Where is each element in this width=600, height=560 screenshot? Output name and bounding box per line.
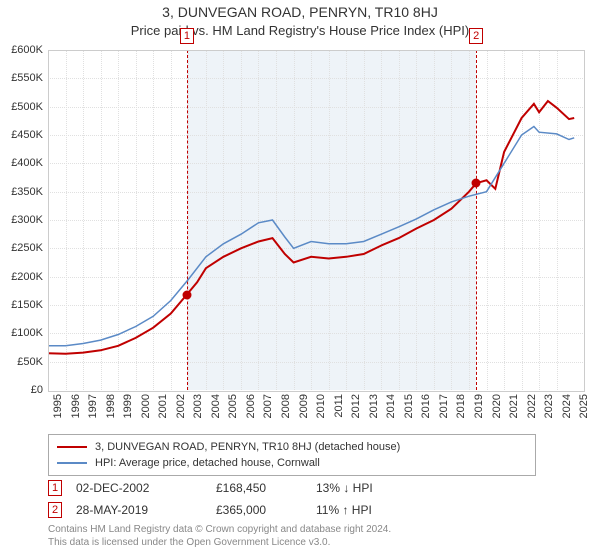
ytick-label: £0 [31,384,43,396]
chart-plot-area: £0£50K£100K£150K£200K£250K£300K£350K£400… [48,50,583,390]
ytick-label: £200K [11,271,43,283]
sale-marker-box: 1 [180,28,194,44]
legend-swatch-1 [57,446,87,448]
xtick-label: 2006 [245,394,257,418]
xtick-label: 2005 [227,394,239,418]
legend-label-1: 3, DUNVEGAN ROAD, PENRYN, TR10 8HJ (deta… [95,441,400,453]
xtick-label: 2021 [508,394,520,418]
sale-delta-hpi: 11% ↑ HPI [316,503,416,517]
xtick-label: 2004 [210,394,222,418]
xtick-label: 2009 [298,394,310,418]
chart-title-address: 3, DUNVEGAN ROAD, PENRYN, TR10 8HJ [0,0,600,20]
sale-price: £365,000 [216,503,316,517]
xtick-label: 2001 [157,394,169,418]
xtick-label: 2024 [561,394,573,418]
plot-border [48,50,585,392]
sale-date: 28-MAY-2019 [76,503,216,517]
xtick-label: 1997 [87,394,99,418]
ytick-label: £300K [11,214,43,226]
sale-marker-box: 2 [469,28,483,44]
chart-title-sub: Price paid vs. HM Land Registry's House … [0,20,600,44]
xtick-label: 1999 [122,394,134,418]
xtick-label: 2020 [491,394,503,418]
sale-date: 02-DEC-2002 [76,481,216,495]
ytick-label: £150K [11,299,43,311]
legend-item-1: 3, DUNVEGAN ROAD, PENRYN, TR10 8HJ (deta… [57,439,527,455]
sale-price: £168,450 [216,481,316,495]
xtick-label: 2000 [140,394,152,418]
footnote: Contains HM Land Registry data © Crown c… [48,524,568,549]
sale-delta-hpi: 13% ↓ HPI [316,481,416,495]
xtick-label: 2010 [315,394,327,418]
xtick-label: 2008 [280,394,292,418]
xtick-label: 2023 [543,394,555,418]
xtick-label: 2002 [175,394,187,418]
ytick-label: £350K [11,186,43,198]
ytick-label: £450K [11,129,43,141]
xtick-label: 2025 [578,394,590,418]
xtick-label: 2003 [192,394,204,418]
xtick-label: 2014 [385,394,397,418]
xtick-label: 1996 [70,394,82,418]
xtick-label: 2018 [455,394,467,418]
sale-row: 2 28-MAY-2019 £365,000 11% ↑ HPI [48,500,548,520]
sale-index-box: 1 [48,480,62,496]
sales-summary: 1 02-DEC-2002 £168,450 13% ↓ HPI 2 28-MA… [48,476,548,520]
xtick-label: 2015 [403,394,415,418]
ytick-label: £500K [11,101,43,113]
legend-box: 3, DUNVEGAN ROAD, PENRYN, TR10 8HJ (deta… [48,434,536,476]
xtick-label: 2007 [262,394,274,418]
xtick-label: 2022 [526,394,538,418]
sale-index-box: 2 [48,502,62,518]
ytick-label: £50K [17,356,43,368]
legend-label-2: HPI: Average price, detached house, Corn… [95,457,320,469]
xtick-label: 2011 [333,394,345,418]
legend-swatch-2 [57,462,87,464]
legend-item-2: HPI: Average price, detached house, Corn… [57,455,527,471]
xtick-label: 2013 [368,394,380,418]
ytick-label: £600K [11,44,43,56]
xtick-label: 2017 [438,394,450,418]
ytick-label: £550K [11,72,43,84]
ytick-label: £400K [11,157,43,169]
ytick-label: £250K [11,242,43,254]
xtick-label: 2019 [473,394,485,418]
xtick-label: 1995 [52,394,64,418]
sale-row: 1 02-DEC-2002 £168,450 13% ↓ HPI [48,478,548,498]
xtick-label: 2012 [350,394,362,418]
xtick-label: 2016 [420,394,432,418]
ytick-label: £100K [11,327,43,339]
xtick-label: 1998 [105,394,117,418]
